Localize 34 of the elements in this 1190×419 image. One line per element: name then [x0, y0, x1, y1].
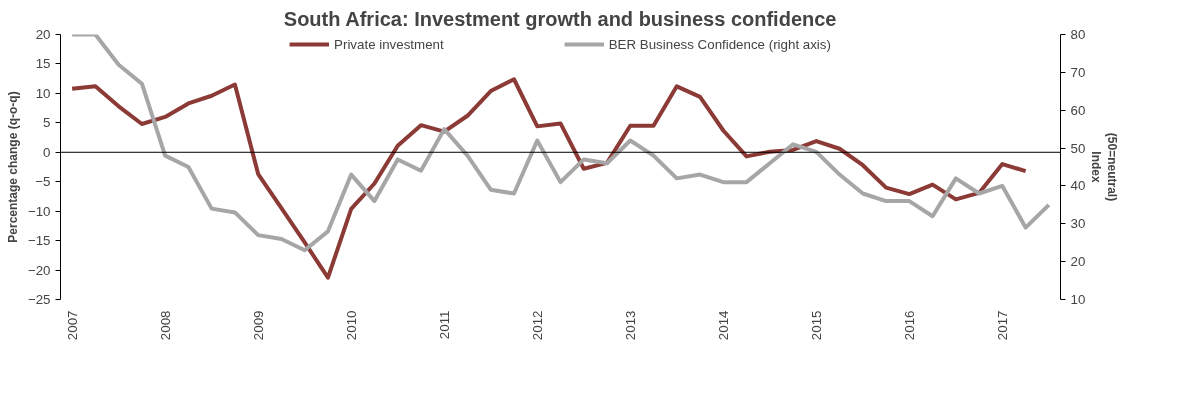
y2-axis-title: Index (50=neutral): [1088, 132, 1119, 202]
x-tick-label: 2010: [343, 310, 359, 341]
legend-label: Private investment: [334, 36, 444, 52]
y2-tick-label: 20: [1070, 254, 1086, 270]
y-tick-label: −5: [35, 174, 51, 190]
x-tick-label: 2009: [250, 310, 266, 341]
chart-title: South Africa: Investment growth and business confidence: [283, 7, 837, 30]
y-tick-label: 10: [35, 85, 51, 101]
x-tick-label: 2011: [436, 310, 452, 340]
y-tick-label: 20: [35, 27, 51, 42]
y-tick-label: 0: [43, 144, 51, 160]
y2-tick-label: 80: [1070, 27, 1086, 42]
legend-label: BER Business Confidence (right axis): [608, 36, 831, 52]
x-tick-label: 2012: [529, 310, 545, 341]
y-tick-label: −20: [27, 262, 51, 278]
x-tick-label: 2017: [994, 310, 1010, 341]
y-tick-label: −25: [27, 292, 51, 307]
x-tick-label: 2014: [715, 309, 731, 341]
x-tick-label: 2007: [64, 310, 80, 341]
y2-tick-label: 50: [1070, 140, 1086, 156]
y2-tick-label: 10: [1070, 292, 1086, 307]
x-tick-label: 2015: [808, 310, 824, 341]
y-tick-label: −10: [27, 203, 51, 219]
y2-tick-label: 60: [1070, 102, 1086, 118]
y-tick-label: 5: [43, 115, 51, 131]
x-tick-label: 2016: [901, 310, 917, 341]
y2-tick-label: 70: [1070, 64, 1086, 80]
y2-tick-label: 30: [1070, 216, 1086, 232]
x-tick-label: 2013: [622, 310, 638, 341]
x-tick-label: 2008: [157, 310, 173, 341]
y-tick-label: 15: [35, 56, 51, 72]
y-tick-label: −15: [27, 233, 51, 249]
y2-tick-label: 40: [1070, 178, 1086, 194]
y-axis-title: Percentage change (q-o-q): [5, 91, 20, 243]
